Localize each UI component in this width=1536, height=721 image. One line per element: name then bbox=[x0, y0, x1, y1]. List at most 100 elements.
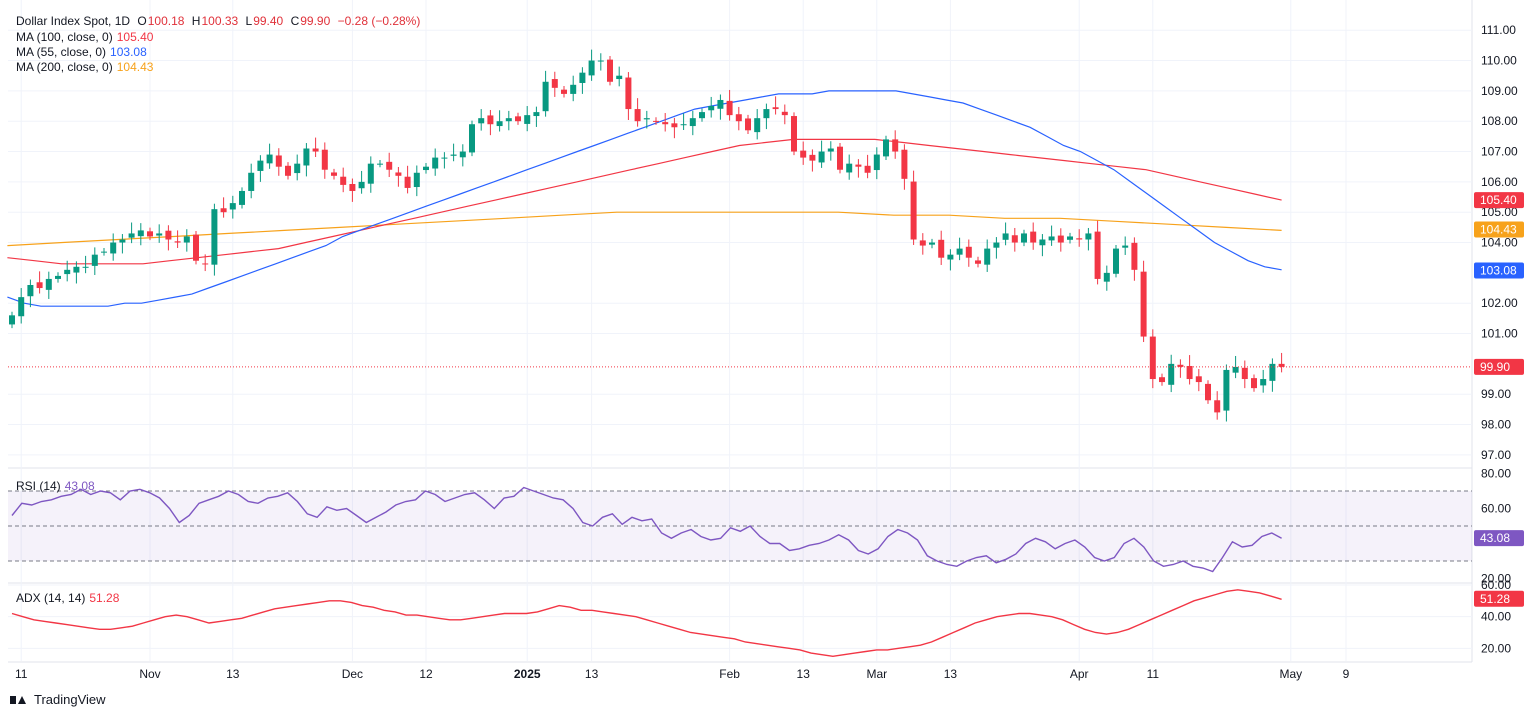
candle bbox=[1048, 225, 1055, 246]
candle-body bbox=[1223, 369, 1230, 411]
time-axis-label: 11 bbox=[15, 667, 28, 681]
candle-body bbox=[137, 230, 144, 237]
candle-body bbox=[542, 81, 549, 112]
candle bbox=[524, 106, 531, 132]
candle bbox=[413, 165, 420, 197]
adx-value-badge: 51.28 bbox=[1480, 592, 1510, 606]
candle bbox=[625, 72, 632, 120]
candle-body bbox=[174, 241, 181, 243]
ma55-legend[interactable]: MA (55, close, 0) 103.08 bbox=[16, 45, 151, 60]
candle-body bbox=[956, 248, 963, 255]
candle-body bbox=[1002, 233, 1009, 240]
adx-label: ADX (14, 14) bbox=[16, 591, 86, 605]
ma100-price-badge: 105.40 bbox=[1480, 193, 1517, 207]
candle-body bbox=[275, 155, 282, 167]
candle bbox=[662, 113, 669, 132]
time-axis-label: May bbox=[1279, 667, 1302, 681]
candle-body bbox=[239, 190, 245, 205]
candle bbox=[294, 154, 301, 181]
price-axis-label: 99.00 bbox=[1481, 387, 1511, 401]
candle bbox=[1205, 380, 1211, 404]
candle bbox=[257, 155, 264, 182]
candle bbox=[607, 55, 613, 86]
candle-body bbox=[827, 148, 834, 152]
low-value: 99.40 bbox=[253, 14, 284, 28]
symbol-title: Dollar Index Spot, 1D bbox=[16, 14, 131, 28]
candle bbox=[1057, 228, 1064, 252]
candle bbox=[432, 148, 439, 176]
candle-body bbox=[395, 172, 402, 176]
candle-body bbox=[809, 154, 816, 161]
candle-body bbox=[349, 183, 356, 191]
candle bbox=[597, 53, 604, 71]
candle-body bbox=[919, 240, 926, 246]
candle bbox=[239, 187, 245, 209]
candle-body bbox=[1113, 248, 1119, 274]
candle-body bbox=[1159, 377, 1165, 383]
candle bbox=[846, 154, 853, 180]
candle-body bbox=[1269, 363, 1276, 381]
candle bbox=[174, 230, 181, 248]
candle-body bbox=[303, 148, 310, 166]
candle-body bbox=[689, 118, 696, 127]
candle bbox=[735, 106, 742, 131]
candle-body bbox=[1177, 364, 1184, 367]
candle bbox=[137, 223, 144, 246]
candle bbox=[1260, 369, 1267, 393]
time-axis-label: Dec bbox=[342, 667, 363, 681]
adx-line bbox=[11, 589, 1282, 658]
candle-body bbox=[643, 118, 650, 120]
candle-body bbox=[910, 181, 917, 240]
candle bbox=[55, 272, 61, 283]
candle bbox=[588, 49, 595, 81]
candle bbox=[459, 144, 466, 167]
price-axis-label: 101.00 bbox=[1481, 327, 1518, 341]
candle-body bbox=[993, 242, 1000, 248]
candle-body bbox=[901, 149, 908, 179]
candle-body bbox=[607, 59, 613, 82]
candle bbox=[542, 70, 549, 117]
candle bbox=[321, 142, 328, 179]
time-axis-label: 9 bbox=[1343, 667, 1350, 681]
candle-body bbox=[791, 116, 797, 152]
time-axis-label: Mar bbox=[866, 667, 887, 681]
candle bbox=[36, 271, 43, 294]
candle bbox=[883, 135, 889, 161]
candle-body bbox=[36, 282, 43, 289]
candle-body bbox=[855, 164, 862, 167]
candle bbox=[312, 137, 319, 157]
candle bbox=[533, 106, 540, 127]
candle-body bbox=[312, 148, 319, 152]
candle-body bbox=[616, 75, 623, 80]
candle-body bbox=[469, 124, 475, 153]
candle bbox=[119, 234, 126, 254]
ma200-price-badge-bg bbox=[1474, 221, 1524, 238]
change-value: −0.28 (−0.28%) bbox=[337, 14, 421, 28]
ma55-line bbox=[7, 90, 1282, 307]
candle-body bbox=[248, 172, 255, 191]
candle-body bbox=[45, 278, 52, 290]
price-axis-label: 110.00 bbox=[1481, 54, 1517, 68]
ma100-legend[interactable]: MA (100, close, 0) 105.40 bbox=[16, 30, 157, 45]
time-axis-label: Feb bbox=[719, 667, 740, 681]
candle bbox=[303, 143, 310, 177]
candle bbox=[1214, 391, 1221, 420]
candle-body bbox=[1205, 383, 1211, 401]
candle bbox=[1011, 227, 1018, 252]
time-axis-label: Nov bbox=[139, 667, 160, 681]
candle-body bbox=[9, 315, 15, 325]
ma200-legend[interactable]: MA (200, close, 0) 104.43 bbox=[16, 60, 157, 75]
ma100-price-badge-bg bbox=[1474, 192, 1524, 209]
price-axis-label: 105.00 bbox=[1481, 205, 1518, 219]
time-axis-label: 12 bbox=[419, 667, 433, 681]
high-label: H bbox=[191, 14, 201, 28]
candle bbox=[487, 109, 494, 136]
adx-legend[interactable]: ADX (14, 14) 51.28 bbox=[16, 591, 123, 606]
candle-body bbox=[450, 154, 457, 156]
candle bbox=[220, 197, 227, 218]
tradingview-logo[interactable]: TradingView bbox=[10, 692, 106, 707]
candle-body bbox=[91, 254, 98, 266]
rsi-legend[interactable]: RSI (14) 43.08 bbox=[16, 479, 99, 494]
